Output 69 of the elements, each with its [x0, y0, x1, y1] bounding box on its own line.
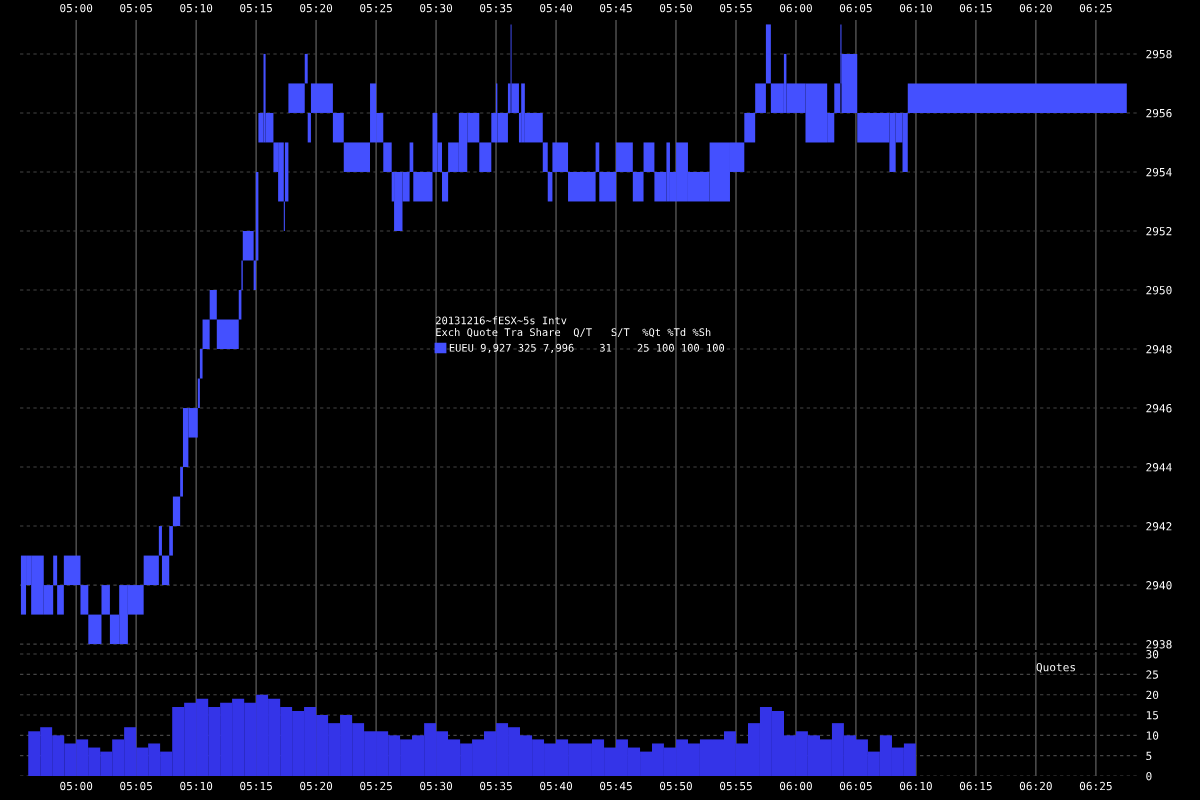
- bar: [161, 555, 170, 586]
- y-tick-label: 30: [1146, 650, 1159, 659]
- x-tick-label: 05:45: [600, 781, 632, 791]
- x-tick-label: 06:15: [959, 3, 992, 13]
- x-tick-label: 05:45: [600, 3, 632, 13]
- x-tick-label: 06:10: [899, 3, 932, 13]
- x-tick-label: 05:35: [480, 781, 512, 791]
- x-tick-label: 05:10: [180, 781, 213, 791]
- bar: [20, 555, 27, 615]
- x-tick-label: 06:10: [899, 781, 932, 791]
- legend-title: 20131216~fESX~5s Intv Exch Quote Tra Share Q/T S/T %Qt %Td %Sh: [436, 316, 711, 338]
- y-tick-label: 2952: [1146, 226, 1172, 236]
- x-tick-label: 05:35: [480, 3, 512, 13]
- y-tick-label: 2940: [1146, 581, 1172, 590]
- x-tick-label: 05:10: [180, 3, 213, 13]
- x-tick-label: 05:05: [120, 3, 152, 13]
- x-tick-label: 05:55: [719, 781, 752, 791]
- x-tick-label: 05:20: [300, 781, 333, 791]
- y-axis-title: Quotes: [1036, 662, 1075, 673]
- y-tick-label: 2946: [1146, 404, 1172, 413]
- bar: [542, 142, 548, 172]
- y-tick-label: 2944: [1146, 463, 1172, 472]
- x-tick-label: 05:55: [719, 3, 752, 13]
- y-tick-label: 15: [1146, 711, 1159, 720]
- y-tick-label: 2956: [1146, 108, 1172, 118]
- x-tick-label: 05:05: [120, 781, 152, 791]
- x-tick-label: 06:20: [1019, 781, 1052, 791]
- x-tick-label: 05:40: [540, 3, 573, 13]
- x-tick-label: 06:20: [1019, 3, 1052, 13]
- y-tick-label: 0: [1146, 772, 1152, 781]
- legend-label: EUEU 9,927 325 7,996 31 25 100 100 100: [449, 343, 725, 354]
- y-tick-label: 2938: [1146, 640, 1172, 649]
- x-tick-label: 05:25: [360, 781, 392, 791]
- x-tick-label: 05:30: [420, 3, 453, 13]
- bar: [765, 24, 771, 84]
- y-tick-label: 2942: [1146, 522, 1172, 531]
- x-tick-label: 05:20: [300, 3, 333, 13]
- bar: [57, 585, 64, 615]
- x-tick-label: 05:15: [240, 781, 272, 791]
- x-tick-label: 05:15: [240, 3, 272, 13]
- x-tick-label: 05:50: [659, 3, 692, 13]
- bar: [101, 585, 110, 615]
- x-tick-label: 06:25: [1079, 781, 1112, 791]
- y-tick-label: 10: [1146, 731, 1159, 740]
- x-tick-label: 06:25: [1079, 3, 1112, 13]
- x-tick-label: 05:50: [659, 781, 692, 791]
- x-tick-label: 06:05: [839, 781, 872, 791]
- y-tick-label: 2948: [1146, 345, 1172, 354]
- y-tick-label: 2958: [1146, 49, 1172, 59]
- x-tick-label: 05:25: [360, 3, 392, 13]
- bar: [172, 496, 181, 527]
- bar: [383, 142, 392, 172]
- x-tick-label: 05:00: [60, 781, 93, 791]
- x-tick-label: 06:15: [959, 781, 992, 791]
- bar: [202, 319, 210, 350]
- x-tick-label: 06:00: [779, 3, 812, 13]
- x-tick-label: 06:00: [779, 781, 812, 791]
- x-tick-label: 06:05: [839, 3, 872, 13]
- bar: [442, 171, 449, 202]
- x-tick-label: 05:30: [420, 781, 453, 791]
- y-tick-label: 25: [1146, 670, 1159, 679]
- y-tick-label: 2954: [1146, 167, 1172, 177]
- y-tick-label: 20: [1146, 690, 1159, 700]
- y-tick-label: 2950: [1146, 286, 1172, 295]
- bar: [209, 290, 217, 320]
- x-tick-label: 05:00: [60, 3, 93, 13]
- bar: [80, 585, 89, 615]
- x-tick-label: 05:40: [540, 781, 573, 791]
- y-tick-label: 5: [1146, 751, 1152, 761]
